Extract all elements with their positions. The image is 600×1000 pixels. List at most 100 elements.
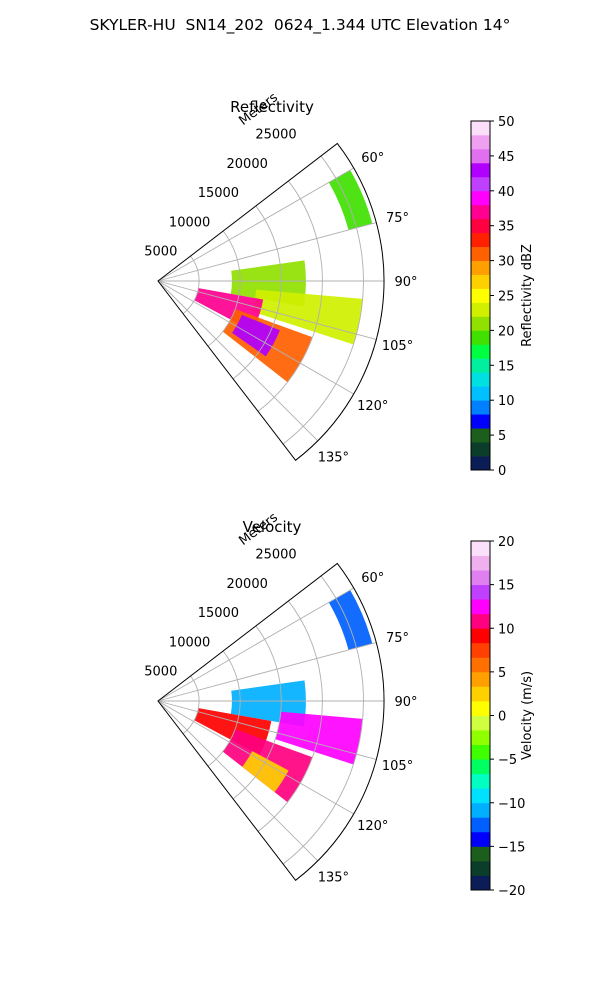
colorbar-tick-label: 45 <box>498 150 515 165</box>
colorbar-segment <box>471 860 490 876</box>
azimuth-tick-label: 135° <box>318 870 349 885</box>
azimuth-spoke-60 <box>157 587 354 702</box>
velocity-panel: Velocity500010000150002000025000Meters60… <box>144 510 535 899</box>
colorbar-segment <box>471 686 490 702</box>
colorbar-tick-label: 15 <box>498 579 515 594</box>
colorbar-segment <box>471 330 490 345</box>
colorbar-tick-label: 50 <box>498 115 515 130</box>
colorbar-tick-label: 10 <box>498 622 515 637</box>
colorbar-tick-label: −15 <box>498 840 525 855</box>
radial-tick-label: 25000 <box>255 547 296 562</box>
colorbar-segment <box>471 599 490 615</box>
colorbar-segment <box>471 730 490 745</box>
azimuth-spoke-105 <box>157 700 377 760</box>
azimuth-tick-label: 135° <box>318 450 349 465</box>
azimuth-spoke-135 <box>157 700 319 862</box>
colorbar-tick-label: 35 <box>498 220 515 235</box>
colorbar-segment <box>471 642 490 658</box>
colorbar: −20 −15 −10 −5 0 5 10 15 20 Velocity (m/s) <box>470 535 535 899</box>
colorbar-tick-label: 20 <box>498 535 515 550</box>
radial-tick-label: 15000 <box>198 186 239 201</box>
colorbar-segment <box>471 846 490 862</box>
azimuth-spoke-75 <box>157 222 377 282</box>
colorbar-tick-label: 15 <box>498 359 515 374</box>
colorbar-segment <box>471 570 490 586</box>
colorbar-tick-label: −10 <box>498 797 525 812</box>
azimuth-spoke-105 <box>157 280 377 340</box>
azimuth-spoke-60 <box>157 167 354 282</box>
colorbar-segment <box>471 428 490 443</box>
colorbar-segment <box>471 148 490 164</box>
colorbar-segment <box>471 400 490 415</box>
colorbar-segment <box>471 121 490 136</box>
colorbar-label: Velocity (m/s) <box>520 671 535 760</box>
sector-outline <box>157 142 385 461</box>
sector-outline <box>157 562 385 881</box>
colorbar-segment <box>471 613 490 629</box>
colorbar-segment <box>471 316 490 331</box>
radial-tick-label: 25000 <box>255 127 296 142</box>
colorbar-segment <box>471 715 490 731</box>
colorbar-segment <box>471 875 490 891</box>
range-ring-5000 <box>182 255 200 314</box>
figure-title: SKYLER-HU SN14_202 0624_1.344 UTC Elevat… <box>89 16 511 34</box>
azimuth-tick-label: 75° <box>386 211 409 226</box>
colorbar-tick-label: −20 <box>498 884 525 899</box>
range-ring-10000 <box>207 230 241 347</box>
colorbar-segment <box>471 442 490 457</box>
colorbar-segment <box>471 456 490 471</box>
range-ring-15000 <box>232 625 282 800</box>
colorbar-segment <box>471 246 490 261</box>
colorbar-segment <box>471 657 490 673</box>
azimuth-tick-label: 60° <box>361 571 384 586</box>
colorbar-segment <box>471 831 490 847</box>
colorbar-segment <box>471 204 490 220</box>
colorbar-segment <box>471 260 490 275</box>
colorbar-segment <box>471 744 490 760</box>
echo-cell <box>242 751 289 793</box>
colorbar-segment <box>471 788 490 804</box>
colorbar-segment <box>471 218 490 234</box>
colorbar-tick-label: 5 <box>498 666 506 681</box>
colorbar-tick-label: 40 <box>498 185 515 200</box>
azimuth-spoke-135 <box>157 280 319 442</box>
radial-tick-label: 10000 <box>169 215 210 230</box>
echo-field <box>194 170 373 383</box>
reflectivity-panel: Reflectivity500010000150002000025000Mete… <box>144 90 535 479</box>
azimuth-tick-label: 120° <box>357 399 388 414</box>
radial-tick-label: 5000 <box>144 665 177 680</box>
colorbar-tick-label: 0 <box>498 710 506 725</box>
colorbar-segment <box>471 817 490 833</box>
colorbar-segment <box>471 671 490 687</box>
radial-tick-label: 5000 <box>144 245 177 260</box>
azimuth-tick-label: 105° <box>382 759 413 774</box>
colorbar-segment <box>471 802 490 818</box>
range-ring-20000 <box>257 180 323 412</box>
azimuth-spoke-75 <box>157 642 377 702</box>
colorbar-tick-label: 30 <box>498 255 515 270</box>
azimuth-tick-label: 90° <box>394 275 417 290</box>
colorbar: 0 5 10 15 20 25 30 35 40 45 50 Reflectivity dBZ <box>470 115 535 479</box>
azimuth-tick-label: 105° <box>382 339 413 354</box>
radial-tick-label: 15000 <box>198 606 239 621</box>
colorbar-tick-label: −5 <box>498 753 517 768</box>
radial-tick-label: 10000 <box>169 635 210 650</box>
colorbar-segment <box>471 358 490 373</box>
azimuth-tick-label: 90° <box>394 695 417 710</box>
range-ring-25000 <box>282 155 364 445</box>
colorbar-segment <box>471 302 490 317</box>
colorbar-segment <box>471 541 490 556</box>
colorbar-segment <box>471 584 490 600</box>
colorbar-segment <box>471 162 490 178</box>
radial-tick-label: 20000 <box>227 577 268 592</box>
colorbar-segment <box>471 288 490 303</box>
panel-title: Reflectivity <box>230 98 314 116</box>
colorbar-tick-label: 0 <box>498 464 506 479</box>
colorbar-tick-label: 25 <box>498 290 515 305</box>
colorbar-segment <box>471 700 490 716</box>
colorbar-segment <box>471 759 490 775</box>
colorbar-label: Reflectivity dBZ <box>520 244 535 347</box>
range-ring-25000 <box>282 575 364 865</box>
